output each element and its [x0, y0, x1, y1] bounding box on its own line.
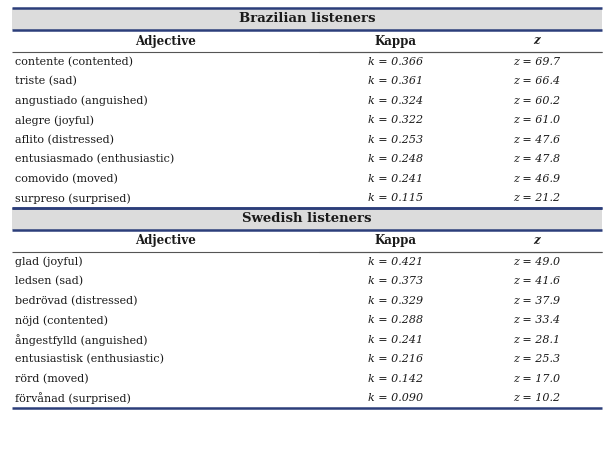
Text: bedrövad (distressed): bedrövad (distressed) — [15, 295, 138, 306]
Text: Kappa: Kappa — [375, 35, 416, 48]
Text: z = 47.6: z = 47.6 — [513, 135, 561, 145]
Text: ledsen (sad): ledsen (sad) — [15, 276, 84, 287]
Bar — [12, 271, 602, 291]
Text: aflito (distressed): aflito (distressed) — [15, 135, 114, 145]
Text: k = 0.421: k = 0.421 — [368, 257, 423, 267]
Bar — [12, 169, 602, 188]
Text: Brazilian listeners: Brazilian listeners — [239, 13, 375, 25]
Text: k = 0.216: k = 0.216 — [368, 354, 423, 364]
Text: k = 0.322: k = 0.322 — [368, 115, 423, 125]
Text: z: z — [534, 35, 540, 48]
Text: z = 33.4: z = 33.4 — [513, 315, 561, 325]
Text: glad (joyful): glad (joyful) — [15, 257, 83, 267]
Text: z = 10.2: z = 10.2 — [513, 393, 561, 403]
Bar — [12, 8, 602, 30]
Text: k = 0.241: k = 0.241 — [368, 335, 423, 345]
Text: z = 47.8: z = 47.8 — [513, 154, 561, 164]
Text: entusiasmado (enthusiastic): entusiasmado (enthusiastic) — [15, 154, 174, 164]
Text: Adjective: Adjective — [135, 234, 196, 248]
Bar — [12, 311, 602, 330]
Bar — [12, 71, 602, 91]
Text: ångestfylld (anguished): ångestfylld (anguished) — [15, 334, 148, 346]
Text: surpreso (surprised): surpreso (surprised) — [15, 193, 131, 204]
Text: z = 41.6: z = 41.6 — [513, 276, 561, 286]
Text: z = 49.0: z = 49.0 — [513, 257, 561, 267]
Text: alegre (joyful): alegre (joyful) — [15, 115, 95, 125]
Text: k = 0.241: k = 0.241 — [368, 174, 423, 184]
Text: rörd (moved): rörd (moved) — [15, 374, 89, 384]
Text: contente (contented): contente (contented) — [15, 56, 133, 67]
Bar — [12, 369, 602, 388]
Text: k = 0.253: k = 0.253 — [368, 135, 423, 145]
Bar — [12, 111, 602, 130]
Text: z = 37.9: z = 37.9 — [513, 296, 561, 306]
Text: k = 0.361: k = 0.361 — [368, 76, 423, 86]
Text: Swedish listeners: Swedish listeners — [243, 213, 371, 225]
Text: förvånad (surprised): förvånad (surprised) — [15, 392, 131, 404]
Text: z = 61.0: z = 61.0 — [513, 115, 561, 125]
Bar — [12, 291, 602, 311]
Text: k = 0.288: k = 0.288 — [368, 315, 423, 325]
Text: z = 21.2: z = 21.2 — [513, 193, 561, 203]
Bar — [12, 150, 602, 169]
Text: z = 28.1: z = 28.1 — [513, 335, 561, 345]
Text: z = 25.3: z = 25.3 — [513, 354, 561, 364]
Text: k = 0.248: k = 0.248 — [368, 154, 423, 164]
Text: z = 60.2: z = 60.2 — [513, 96, 561, 106]
Text: z: z — [534, 234, 540, 248]
Bar — [12, 188, 602, 208]
Bar — [12, 230, 602, 252]
Bar — [12, 330, 602, 350]
Bar — [12, 130, 602, 150]
Bar — [12, 252, 602, 271]
Text: triste (sad): triste (sad) — [15, 76, 77, 87]
Bar — [12, 30, 602, 52]
Bar — [12, 52, 602, 71]
Text: k = 0.142: k = 0.142 — [368, 374, 423, 384]
Text: k = 0.324: k = 0.324 — [368, 96, 423, 106]
Text: k = 0.115: k = 0.115 — [368, 193, 423, 203]
Text: comovido (moved): comovido (moved) — [15, 174, 119, 184]
Text: Kappa: Kappa — [375, 234, 416, 248]
Bar — [12, 388, 602, 408]
Bar — [12, 91, 602, 111]
Text: k = 0.329: k = 0.329 — [368, 296, 423, 306]
Text: angustiado (anguished): angustiado (anguished) — [15, 95, 148, 106]
Text: z = 66.4: z = 66.4 — [513, 76, 561, 86]
Text: k = 0.090: k = 0.090 — [368, 393, 423, 403]
Bar — [12, 208, 602, 230]
Bar — [12, 350, 602, 369]
Text: Adjective: Adjective — [135, 35, 196, 48]
Text: k = 0.366: k = 0.366 — [368, 57, 423, 67]
Text: nöjd (contented): nöjd (contented) — [15, 315, 108, 325]
Text: z = 69.7: z = 69.7 — [513, 57, 561, 67]
Text: entusiastisk (enthusiastic): entusiastisk (enthusiastic) — [15, 354, 165, 364]
Text: z = 17.0: z = 17.0 — [513, 374, 561, 384]
Text: z = 46.9: z = 46.9 — [513, 174, 561, 184]
Text: k = 0.373: k = 0.373 — [368, 276, 423, 286]
